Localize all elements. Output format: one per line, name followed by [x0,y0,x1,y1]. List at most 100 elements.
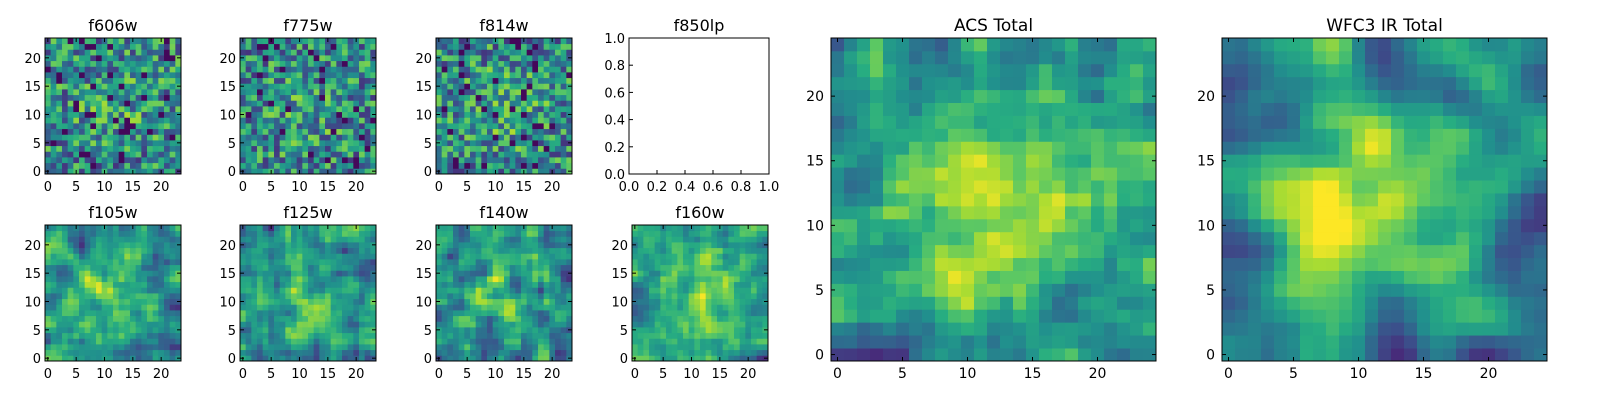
heatmap-cell [1104,76,1118,91]
heatmap-cell [453,168,460,175]
heatmap-cell [73,83,80,90]
heatmap-cell [336,111,343,118]
heatmap-cell [521,128,528,135]
heatmap-cell [722,321,729,328]
heatmap-cell [751,321,758,328]
heatmap-cell [717,315,724,322]
heatmap-cell [831,154,845,168]
heatmap-cell [118,332,125,339]
heatmap-cell [370,281,377,288]
heatmap-cell [336,94,343,101]
heatmap-cell [637,298,644,305]
heatmap-cell [73,315,80,322]
x-tick-label: 20 [544,367,561,382]
heatmap-cell [308,259,315,266]
x-tick-label: 10 [683,367,700,382]
heatmap-cell [262,100,269,107]
heatmap-cell [728,355,735,362]
heatmap-cell [961,154,975,168]
heatmap-cell [654,225,661,232]
heatmap-cell [660,338,667,345]
heatmap-cell [164,145,171,152]
heatmap-cell [101,242,108,249]
heatmap-cell [325,230,332,237]
heatmap-cell [135,315,142,322]
heatmap-cell [728,225,735,232]
heatmap-cell [285,151,292,158]
heatmap-cell [169,151,176,158]
heatmap-cell [498,72,505,79]
heatmap-cell [325,72,332,79]
heatmap-cell [152,55,159,62]
heatmap-cell [240,100,247,107]
heatmap-cell [158,55,165,62]
heatmap-cell [711,281,718,288]
heatmap-cell [961,141,975,155]
heatmap-cell [844,322,858,336]
heatmap-cell [762,287,769,294]
heatmap-cell [521,253,528,260]
heatmap-cell [447,270,454,277]
heatmap-cell [475,60,482,67]
heatmap-cell [1026,270,1040,284]
heatmap-cell [447,230,454,237]
heatmap-cell [1104,270,1118,284]
heatmap-cell [453,83,460,90]
heatmap-cell [291,94,298,101]
heatmap-cell [560,338,567,345]
heatmap-cell [73,287,80,294]
heatmap-cell [90,77,97,84]
heatmap-cell [347,94,354,101]
heatmap-cell [654,344,661,351]
heatmap-cell [152,157,159,164]
heatmap-cell [101,264,108,271]
heatmap-cell [470,77,477,84]
heatmap-cell [1300,335,1314,349]
heatmap-cell [521,281,528,288]
heatmap-cell [342,94,349,101]
heatmap-cell [268,236,275,243]
heatmap-cell [447,310,454,317]
heatmap-cell [107,259,114,266]
heatmap-cell [734,259,741,266]
heatmap-cell [857,270,871,284]
heatmap-cell [330,157,337,164]
heatmap-cell [745,344,752,351]
heatmap-cell [158,310,165,317]
heatmap-cell [974,270,988,284]
heatmap-cell [45,134,52,141]
heatmap-cell [124,123,131,130]
heatmap-cell [268,264,275,271]
y-tick-label: 0 [424,165,432,180]
heatmap-cell [62,72,69,79]
heatmap-cell [526,77,533,84]
heatmap-cell [135,344,142,351]
heatmap-cell [56,162,63,169]
heatmap-cell [487,253,494,260]
heatmap-cell [492,145,499,152]
heatmap-cell [515,49,522,56]
heatmap-cell [509,72,516,79]
axes-frame [830,37,1157,362]
heatmap-cell [515,270,522,277]
heatmap-cell [347,298,354,305]
heatmap-cell [336,157,343,164]
heatmap-cell [130,287,137,294]
heatmap-cell [543,293,550,300]
heatmap-cell [751,310,758,317]
heatmap-cell [538,253,545,260]
heatmap-cell [660,310,667,317]
heatmap-cell [447,128,454,135]
heatmap-cell [1052,231,1066,246]
heatmap-cell [560,270,567,277]
heatmap-cell [1039,76,1053,91]
heatmap-cell [240,117,247,124]
heatmap-cell [722,276,729,283]
heatmap-cell [1143,89,1157,103]
heatmap-cell [135,253,142,260]
heatmap-cell [370,321,377,328]
heatmap-cell [1378,335,1392,349]
heatmap-cell [1378,348,1392,362]
heatmap-cell [1091,63,1105,78]
heatmap-cell [135,49,142,56]
